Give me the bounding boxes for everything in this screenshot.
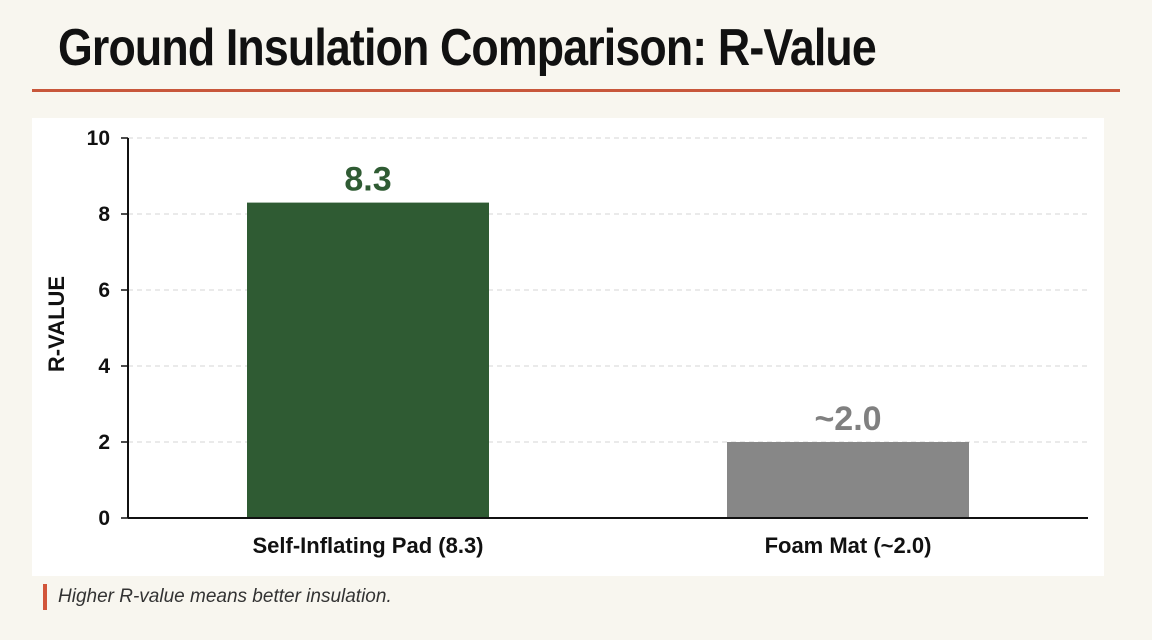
labels: 0 2 4 6 8 10 8.3 Self-Inflating Pad (8.3) ~2.0 Fo… [87,127,932,558]
y-tick-label: 4 [98,355,110,378]
bars [247,202,969,518]
title-divider [32,89,1120,92]
axes [121,137,1088,519]
bar-value-label: 8.3 [344,161,391,199]
footnote-accent [43,584,47,610]
y-tick-label: 2 [98,431,110,454]
y-tick-label: 10 [87,127,110,150]
y-axis-label: R-VALUE [44,276,69,372]
chart-title: Ground Insulation Comparison: R-Value [58,19,877,77]
bar [247,202,489,518]
x-tick-label: Foam Mat (~2.0) [765,533,932,558]
bar-value-label: ~2.0 [814,400,881,438]
y-tick-label: 0 [98,507,110,530]
y-tick-label: 8 [98,203,110,226]
x-tick-label: Self-Inflating Pad (8.3) [252,533,483,558]
y-tick-label: 6 [98,279,110,302]
gridlines [128,137,1088,443]
bar [727,442,969,518]
footnote: Higher R-value means better insulation. [58,586,392,607]
